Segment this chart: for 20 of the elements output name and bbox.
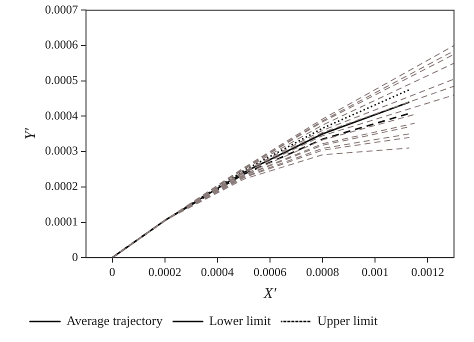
y-tick-label: 0.0004: [45, 108, 78, 122]
y-tick-label: 0.0002: [45, 179, 78, 194]
legend-label: Average trajectory: [66, 312, 164, 328]
x-tick-label: 0.001: [362, 264, 389, 279]
y-axis-title: Y′: [22, 127, 39, 140]
y-tick-label: 0.0005: [45, 73, 78, 88]
x-tick-label: 0.0006: [254, 264, 286, 279]
y-tick-label: 0: [72, 250, 78, 264]
x-tick-label: 0.0008: [306, 264, 340, 279]
x-tick-label: 0.0002: [148, 264, 182, 279]
legend-label: Lower limit: [209, 312, 272, 328]
x-tick-label: 0.0004: [200, 264, 234, 279]
x-tick-label: 0: [109, 264, 116, 279]
y-tick-label: 0.0007: [45, 2, 78, 16]
y-tick-label: 0.0003: [45, 144, 78, 158]
x-axis-title: X′: [262, 286, 277, 302]
x-tick-label: 0.0012: [411, 264, 444, 279]
y-tick-label: 0.0006: [45, 38, 78, 52]
legend-label: Upper limit: [317, 312, 378, 328]
y-tick-label: 0.0001: [45, 214, 78, 228]
